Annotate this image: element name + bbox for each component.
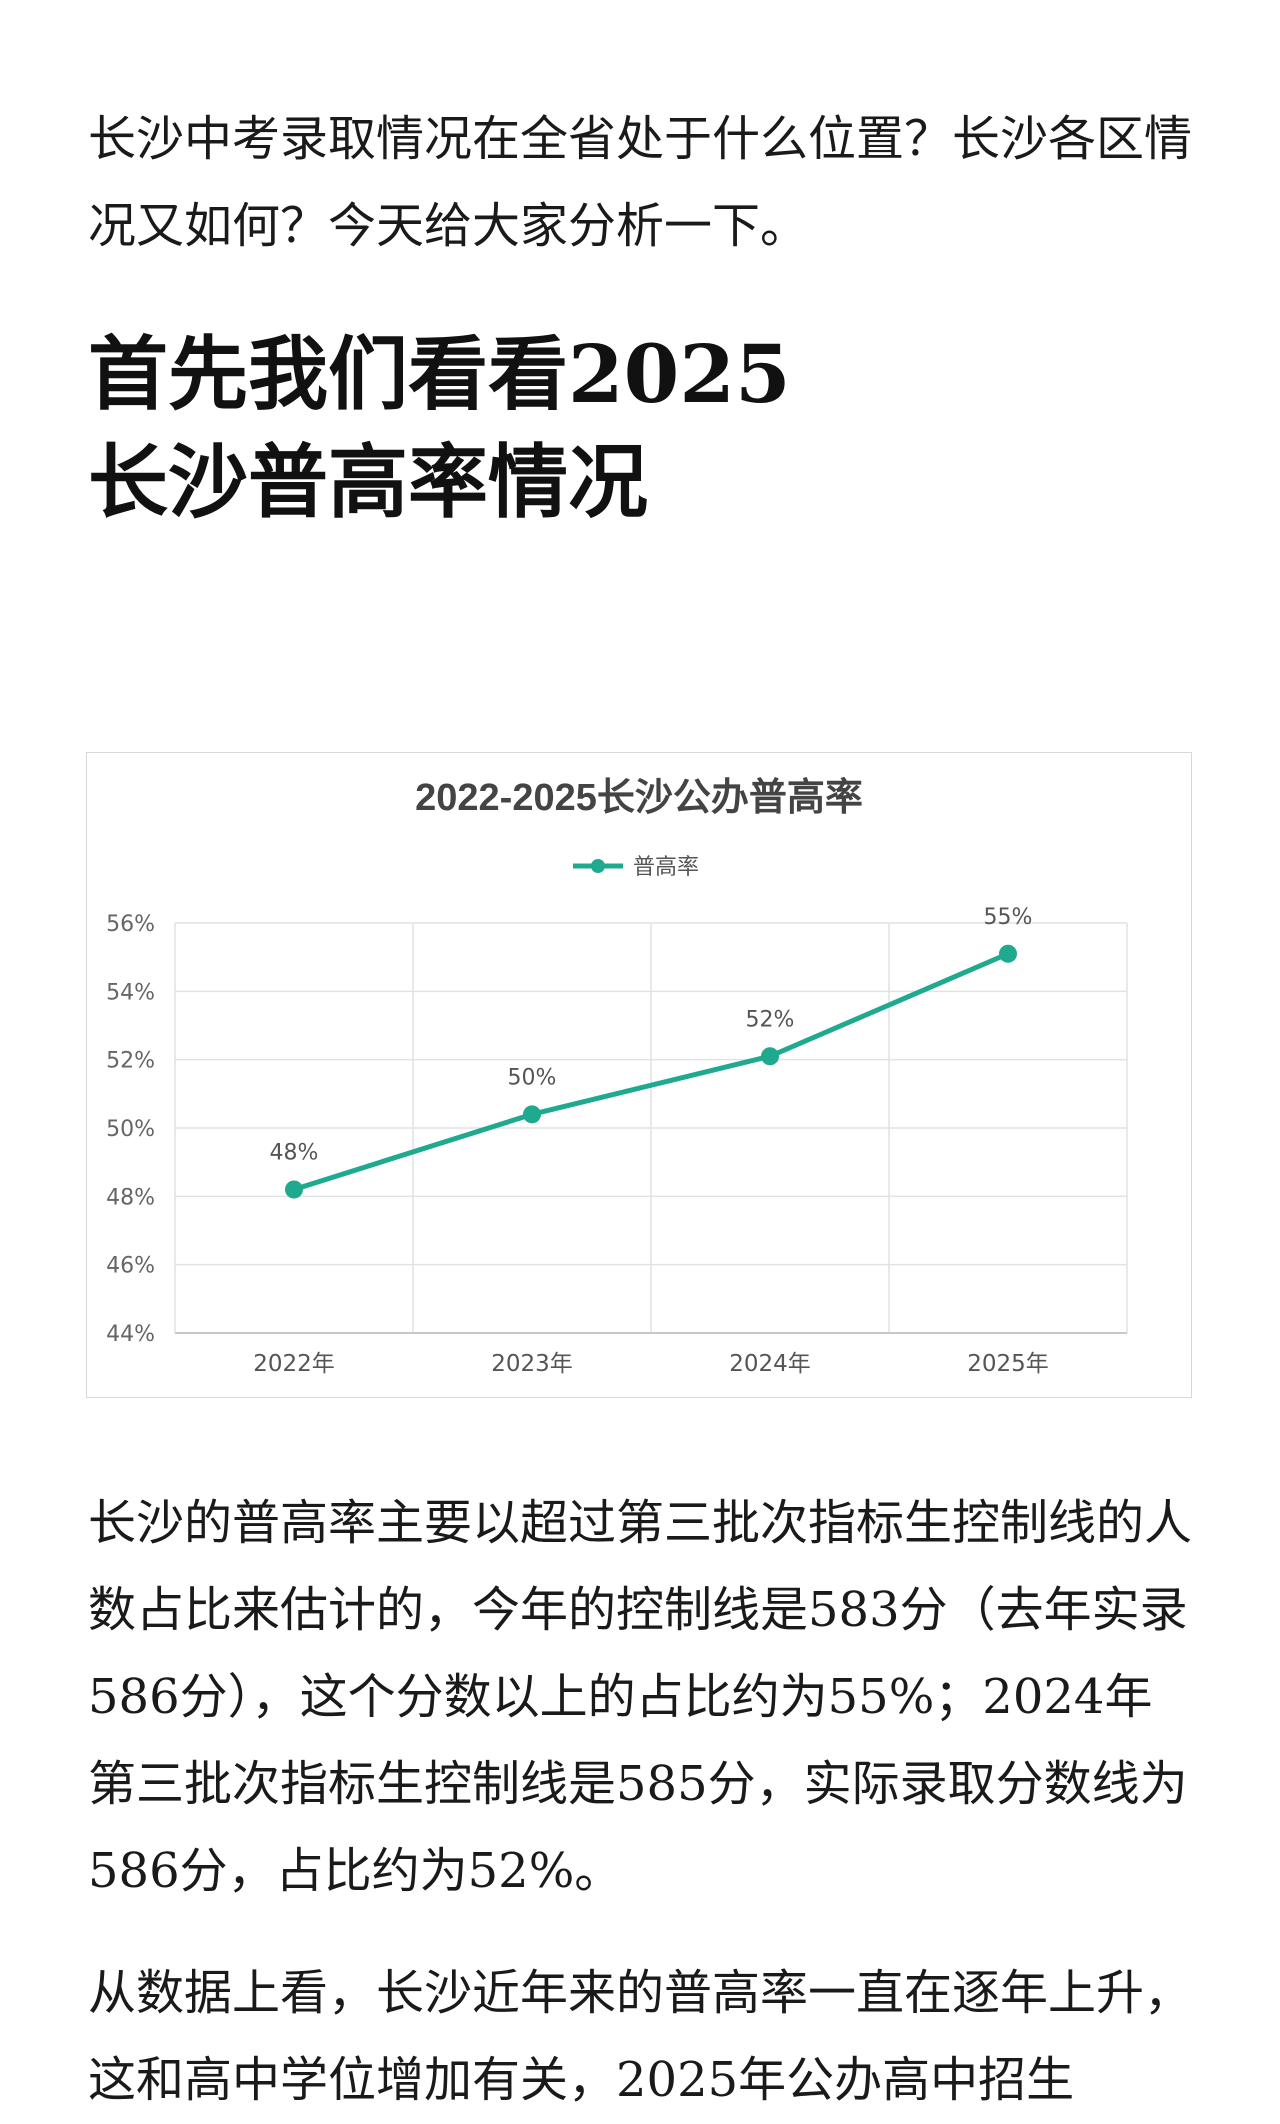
section-heading-line2: 长沙普高率情况 xyxy=(88,435,648,529)
data-point xyxy=(999,944,1017,963)
chart-card: 2022-2025长沙公办普高率 普高率 44% 46% 48% 50% 52% 54% 5… xyxy=(86,752,1192,1398)
analysis-paragraph: 长沙的普高率主要以超过第三批次指标生控制线的人数占比来估计的，今年的控制线是58… xyxy=(88,1495,1193,1899)
y-tick-label: 46% xyxy=(106,1254,155,1279)
section-heading-line1: 首先我们看看2025 xyxy=(88,327,791,421)
x-tick-label: 2022年 xyxy=(253,1351,335,1377)
line-chart: 2022-2025长沙公办普高率 普高率 44% 46% 48% 50% 52% 54% 5… xyxy=(106,777,1128,1377)
intro-paragraph: 长沙中考录取情况在全省处于什么位置？长沙各区情况又如何？今天给大家分析一下。 xyxy=(88,111,1193,254)
x-tick-label: 2025年 xyxy=(967,1351,1049,1377)
data-point xyxy=(285,1180,303,1199)
y-tick-label: 56% xyxy=(106,912,155,937)
data-label: 55% xyxy=(984,905,1033,930)
section-heading: 首先我们看看2025 长沙普高率情况 xyxy=(88,320,1198,536)
y-tick-label: 52% xyxy=(106,1049,155,1074)
chart-series: 48% 50% 52% 55% xyxy=(270,905,1033,1199)
chart-axes: 44% 46% 48% 50% 52% 54% 56% 2022年 2023年 2024年 2025… xyxy=(106,912,1127,1377)
data-label: 48% xyxy=(270,1141,319,1166)
data-point xyxy=(523,1105,541,1124)
y-tick-label: 48% xyxy=(106,1185,155,1210)
chart-legend: 普高率 xyxy=(573,855,699,880)
data-label: 50% xyxy=(508,1065,557,1090)
x-tick-label: 2023年 xyxy=(491,1351,573,1377)
chart-title: 2022-2025长沙公办普高率 xyxy=(415,777,863,819)
data-label: 52% xyxy=(746,1007,795,1032)
legend-marker-icon xyxy=(591,859,605,873)
data-observation-paragraph: 从数据上看，长沙近年来的普高率一直在逐年上升，这和高中学位增加有关，2025年公… xyxy=(88,1965,1193,2108)
legend-label: 普高率 xyxy=(633,855,699,880)
x-tick-label: 2024年 xyxy=(729,1351,811,1377)
y-tick-label: 44% xyxy=(106,1322,155,1347)
y-tick-label: 54% xyxy=(106,980,155,1005)
y-tick-label: 50% xyxy=(106,1117,155,1142)
chart-grid xyxy=(174,922,1128,1334)
series-line xyxy=(293,951,1009,1192)
data-point xyxy=(761,1047,779,1066)
